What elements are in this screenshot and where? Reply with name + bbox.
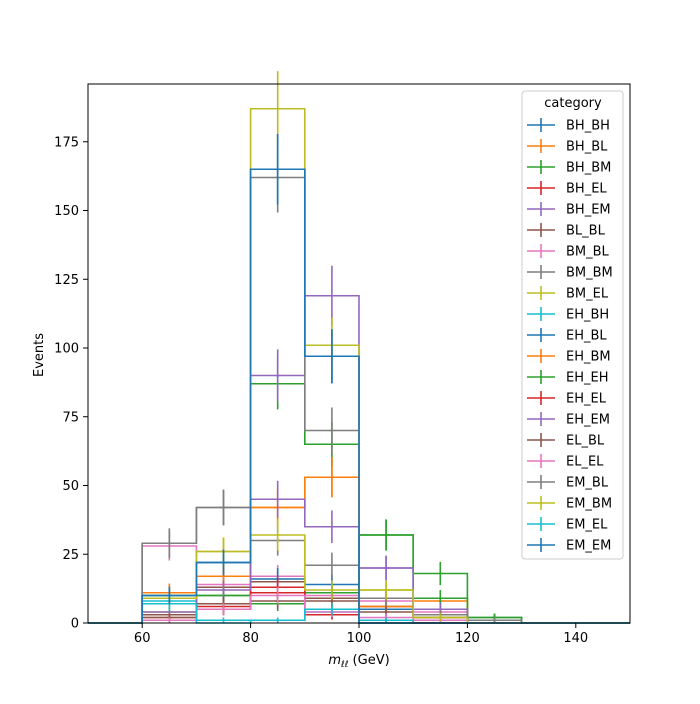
legend-entry-EL_EL: EL_EL	[527, 454, 604, 470]
legend-label: EH_EM	[566, 413, 610, 428]
y-tick-label: 150	[54, 204, 79, 219]
legend: category BH_BHBH_BLBH_BMBH_ELBH_EMBL_BLB…	[521, 90, 624, 560]
y-tick-label: 100	[54, 342, 79, 357]
legend-entry-EH_EM: EH_EM	[527, 412, 610, 428]
legend-entry-BL_BL: BL_BL	[527, 223, 606, 239]
legend-label: EM_EM	[566, 539, 611, 554]
legend-label: EH_EL	[566, 392, 607, 407]
legend-label: EH_EH	[566, 371, 608, 386]
y-tick-label: 75	[62, 410, 79, 425]
legend-label: BM_BM	[566, 266, 613, 281]
x-axis-label: mℓℓ (GeV)	[328, 653, 389, 670]
legend-label: EH_BH	[566, 308, 609, 323]
legend-entry-EH_BM: EH_BM	[527, 349, 611, 365]
legend-entries: BH_BH BH_BL BH_BM BH_EL BH_EM BL_BL BM_BL BM_BM…	[527, 118, 613, 554]
legend-label: EH_BM	[566, 350, 611, 365]
y-axis-label: Events	[32, 333, 47, 377]
legend-entry-EH_EL: EH_EL	[527, 391, 607, 407]
y-ticks: 0 25 50 75 100 125 150 175	[54, 135, 88, 632]
legend-label: EM_BM	[566, 497, 612, 512]
y-tick-label: 0	[71, 617, 79, 632]
legend-entry-BM_BL: BM_BL	[527, 244, 610, 260]
x-tick-label: 120	[455, 631, 480, 646]
x-tick-label: 60	[134, 631, 151, 646]
legend-entry-EH_EH: EH_EH	[527, 370, 608, 386]
legend-label: BH_EM	[566, 203, 611, 218]
legend-label: EH_BL	[566, 329, 607, 344]
legend-box	[521, 90, 624, 560]
x-ticks: 60 80 100 120 140	[134, 623, 588, 646]
y-tick-label: 175	[54, 135, 79, 150]
legend-label: EM_BL	[566, 476, 609, 491]
y-tick-label: 125	[54, 273, 79, 288]
legend-label: EL_EL	[566, 455, 604, 470]
legend-entry-BH_EM: BH_EM	[527, 202, 611, 218]
x-tick-label: 80	[242, 631, 259, 646]
x-label-symbol: m	[328, 653, 341, 668]
legend-label: BH_BH	[566, 119, 610, 134]
legend-entry-EM_BM: EM_BM	[527, 496, 612, 512]
x-label-subscript: ℓℓ	[340, 660, 348, 670]
legend-entry-EH_BL: EH_BL	[527, 328, 607, 344]
legend-entry-BM_EL: BM_EL	[527, 286, 609, 302]
legend-entry-BH_BL: BH_BL	[527, 139, 608, 155]
legend-entry-EM_EM: EM_EM	[527, 538, 611, 554]
legend-label: BH_BM	[566, 161, 611, 176]
legend-entry-BH_EL: BH_EL	[527, 181, 607, 197]
legend-label: BL_BL	[566, 224, 606, 239]
legend-label: EL_BL	[566, 434, 605, 449]
legend-label: BM_BL	[566, 245, 610, 260]
legend-label: EM_EL	[566, 518, 608, 533]
x-tick-label: 100	[347, 631, 372, 646]
legend-label: BH_BL	[566, 140, 608, 155]
legend-entry-EM_BL: EM_BL	[527, 475, 609, 491]
y-tick-label: 25	[62, 548, 79, 563]
legend-label: BH_EL	[566, 182, 607, 197]
legend-entry-BH_BH: BH_BH	[527, 118, 610, 134]
legend-entry-EH_BH: EH_BH	[527, 307, 609, 323]
legend-entry-EM_EL: EM_EL	[527, 517, 608, 533]
legend-title: category	[544, 96, 602, 111]
legend-label: BM_EL	[566, 287, 609, 302]
legend-entry-EL_BL: EL_BL	[527, 433, 605, 449]
legend-entry-BM_BM: BM_BM	[527, 265, 613, 281]
y-tick-label: 50	[62, 479, 79, 494]
x-label-unit: (GeV)	[348, 653, 389, 668]
legend-entry-BH_BM: BH_BM	[527, 160, 611, 176]
x-tick-label: 140	[563, 631, 588, 646]
